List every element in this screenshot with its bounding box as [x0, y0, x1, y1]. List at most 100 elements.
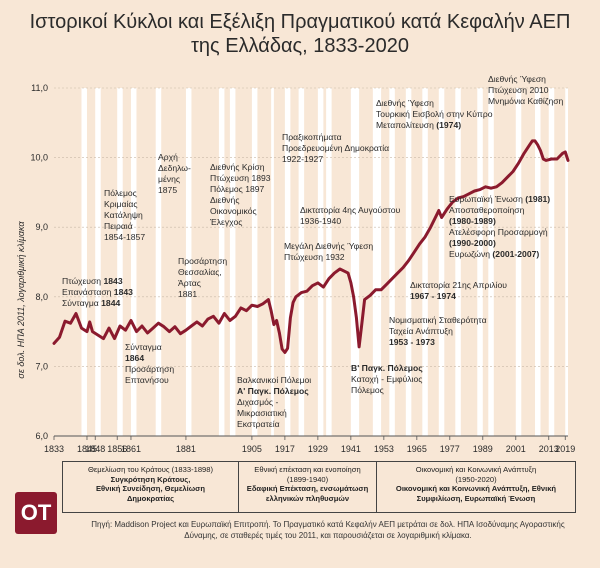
annotation-1-line-0: Πόλεμος — [104, 188, 137, 198]
period-development-sub-2: Συμφιλίωση, Ευρωπαϊκή Ένωση — [416, 493, 536, 503]
annotation-5-line-3: Διεθνής — [210, 195, 239, 205]
chart-title-line-2: της Ελλάδας, 1833-2020 — [191, 35, 409, 57]
annotation-15-line-1: Πτώχευση 2010 — [488, 85, 549, 95]
annotation-13: Νομισματική Σταθερότητα Ταχεία Ανάπτυξη 19… — [389, 315, 487, 347]
period-expansion-sub-1: Εδαφική Επέκταση, ενσωμάτωση — [246, 484, 369, 493]
period-band-26 — [565, 88, 568, 436]
annotation-11-line-1: Τουρκική Εισβολή στην Κύπρο — [376, 109, 493, 119]
annotation-1-line-4: 1854-1857 — [104, 232, 145, 242]
annotation-4-line-2: Άρτας — [178, 278, 201, 288]
annotation-3: Αρχή Δεδηλω-μένης 1875 — [158, 152, 191, 195]
period-band-8 — [251, 88, 258, 436]
annotation-6-line-2: Διχασμός - — [237, 397, 278, 407]
annotation-14-line-2: (1980-1989) — [449, 216, 496, 226]
annotation-11-line-0: Διεθνής Ύφεση — [376, 98, 434, 108]
annotation-13-line-1: Ταχεία Ανάπτυξη — [389, 326, 453, 336]
annotation-12-line-1: 1967 - 1974 — [410, 291, 456, 301]
annotation-6-line-3: Μικρασιατική — [237, 408, 287, 418]
annotation-12-line-0: Δικτατορία 21ης Απριλίου — [410, 280, 507, 290]
annotation-6-line-0: Βαλκανικοί Πόλεμοι — [237, 375, 311, 385]
annotation-15-line-2: Μνημόνια Καθίζηση — [488, 96, 564, 106]
annotation-0-line-0: Πτώχευση 1843 — [62, 276, 123, 286]
annotation-2-line-1: 1864 — [125, 353, 144, 363]
annotation-14-line-4: (1990-2000) — [449, 238, 496, 248]
annotation-7-line-0: Πραξικοπήματα — [282, 132, 342, 142]
annotation-0: Πτώχευση 1843 Επανάσταση 1843 Σύνταγμα 184… — [62, 276, 133, 308]
x-tick-label-16: 2019 — [555, 444, 575, 454]
x-tick-label-12: 1977 — [440, 444, 460, 454]
period-band-1 — [95, 88, 101, 436]
annotation-8-line-0: Δικτατορία 4ης Αυγούστου — [300, 205, 401, 215]
x-tick-label-3: 1856 — [107, 444, 127, 454]
annotation-10-line-1: Κατοχή - Εμφύλιος — [351, 374, 422, 384]
annotation-5: Διεθνής Κρίση Πτώχευση 1893 Πόλεμος 1897 Δι… — [209, 162, 271, 227]
annotation-7-line-2: 1922-1927 — [282, 154, 323, 164]
annotation-4-line-3: 1881 — [178, 289, 197, 299]
period-band-6 — [218, 88, 225, 436]
annotation-14-line-0: Ευρωπαϊκή Ένωση (1981) — [449, 194, 550, 204]
y-tick-label-4: 10,0 — [30, 153, 48, 163]
annotation-8-line-1: 1936-1940 — [300, 216, 341, 226]
period-band-9 — [271, 88, 274, 436]
annotation-3-line-3: 1875 — [158, 185, 177, 195]
x-tick-label-13: 1989 — [473, 444, 493, 454]
annotation-2-line-0: Σύνταγμα — [125, 342, 162, 352]
annotation-3-line-0: Αρχή — [158, 152, 178, 162]
period-foundation-heading: Θεμελίωση του Κράτους (1833-1898) — [87, 465, 214, 474]
annotation-5-line-0: Διεθνής Κρίση — [210, 162, 265, 172]
annotation-9: Μεγάλη Διεθνής Ύφεση Πτώχευση 1932 — [284, 241, 373, 262]
x-tick-label-10: 1953 — [374, 444, 394, 454]
annotation-5-line-2: Πόλεμος 1897 — [210, 184, 265, 194]
period-expansion-sub-2: ελληνικών πληθυσμών — [265, 493, 350, 503]
period-band-23 — [515, 88, 522, 436]
period-band-16 — [389, 88, 395, 436]
annotation-8: Δικτατορία 4ης Αυγούστου 1936-1940 — [300, 205, 401, 226]
annotation-5-line-4: Οικονομικός — [210, 206, 257, 216]
y-tick-label-5: 11,0 — [31, 83, 48, 93]
x-tick-label-2: 1848 — [85, 444, 105, 454]
period-band-12 — [317, 88, 324, 436]
annotation-9-line-1: Πτώχευση 1932 — [284, 252, 345, 262]
x-tick-label-1: 1845 — [77, 444, 97, 454]
period-expansion-heading-2: (1899-1940) — [286, 474, 329, 484]
annotation-4: Προσάρτηση Θεσσαλίας, Άρτας 1881 — [178, 256, 227, 299]
y-tick-label-3: 9,0 — [35, 222, 48, 232]
period-band-14 — [350, 88, 360, 436]
annotation-10-line-0: Β' Παγκ. Πόλεμος — [351, 363, 423, 373]
period-band-18 — [422, 88, 428, 436]
period-foundation-sub-1: Συγκρότηση Κράτους, — [110, 474, 191, 484]
annotation-11: Διεθνής Ύφεση Τουρκική Εισβολή στην Κύπρο… — [376, 98, 493, 130]
source-note: Πηγή: Maddison Project και Ευρωπαϊκή Επι… — [91, 520, 565, 540]
annotation-1-line-3: Πειραιά — [104, 221, 133, 231]
annotation-14-line-3: Ατελέσφορη Προσαρμογή — [449, 227, 548, 237]
period-foundation-sub-3: Δημοκρατίας — [126, 493, 175, 503]
period-band-11 — [298, 88, 305, 436]
period-development-sub-1: Οικονομική και Κοινωνική Ανάπτυξη, Εθνικ… — [395, 484, 557, 493]
annotation-1-line-1: Κριμαίας — [104, 199, 137, 209]
annotation-6: Βαλκανικοί Πόλεμοι Α' Παγκ. Πόλεμος Διχασμ… — [237, 375, 311, 429]
y-tick-label-0: 6,0 — [35, 431, 48, 441]
annotation-1: Πόλεμος Κριμαίας Κατάληψη Πειραιά 1854-1857 — [104, 188, 145, 242]
x-tick-label-5: 1881 — [176, 444, 196, 454]
period-development-heading: Οικονομική και Κοινωνική Ανάπτυξη — [415, 465, 537, 474]
period-band-25 — [548, 88, 555, 436]
annotation-6-line-1: Α' Παγκ. Πόλεμος — [237, 386, 309, 396]
x-tick-label-6: 1905 — [242, 444, 262, 454]
period-band-7 — [229, 88, 236, 436]
period-band-5 — [185, 88, 192, 436]
annotation-2-line-3: Επτανήσου — [125, 375, 169, 385]
annotation-14: Ευρωπαϊκή Ένωση (1981) Αποσταθεροποίηση (1… — [449, 194, 550, 259]
period-foundation-sub-2: Εθνική Συνείδηση, Θεμελίωση — [95, 484, 206, 493]
annotation-7-line-1: Προεδρευομένη Δημοκρατία — [282, 143, 389, 153]
annotation-4-line-1: Θεσσαλίας, — [178, 267, 222, 277]
publisher-logo: OT — [15, 492, 57, 534]
annotation-12: Δικτατορία 21ης Απριλίου 1967 - 1974 — [410, 280, 507, 301]
annotation-14-line-5: Ευρωζώνη (2001-2007) — [449, 249, 539, 259]
gdp-series-line — [52, 139, 570, 354]
period-band-22 — [488, 88, 494, 436]
y-tick-label-2: 8,0 — [35, 292, 48, 302]
x-tick-label-9: 1941 — [341, 444, 361, 454]
annotation-1-line-2: Κατάληψη — [104, 210, 143, 220]
annotation-9-line-0: Μεγάλη Διεθνής Ύφεση — [284, 241, 373, 251]
